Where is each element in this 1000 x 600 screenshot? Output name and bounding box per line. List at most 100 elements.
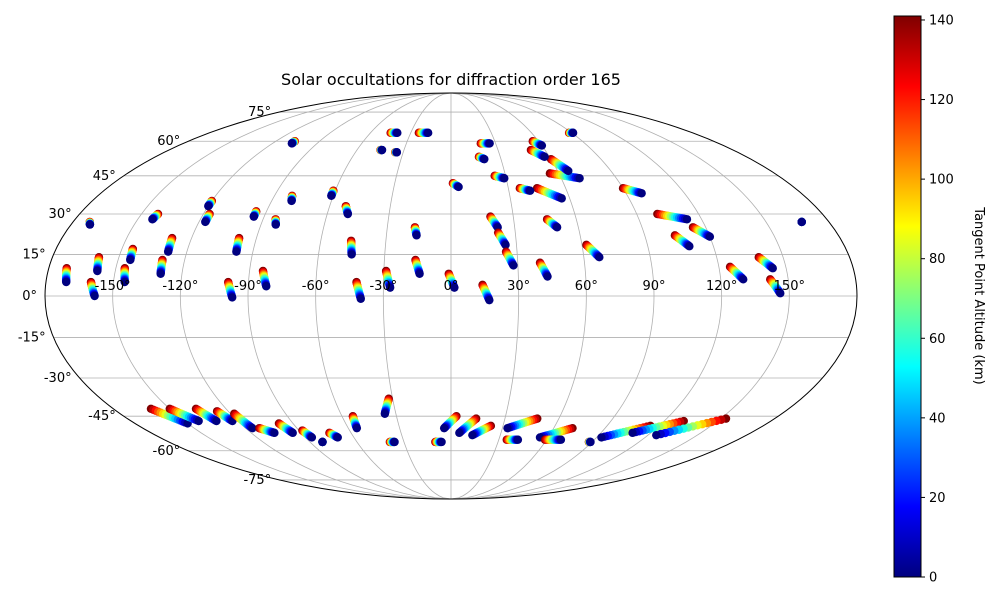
colorbar-tick-label: 60	[929, 332, 946, 347]
track-point	[597, 433, 606, 442]
track-point	[768, 264, 777, 273]
lat-tick-label: 30°	[49, 207, 72, 222]
track-point	[287, 196, 296, 206]
meridian-line	[315, 92, 452, 500]
lon-tick-label: -120°	[162, 279, 198, 294]
track-point	[356, 294, 365, 303]
track-point	[437, 437, 446, 447]
track-point	[287, 139, 297, 148]
lon-tick-label: -90°	[234, 279, 262, 294]
occultation-track	[381, 266, 395, 292]
track-point	[249, 212, 258, 221]
occultation-track	[515, 184, 535, 195]
track-point	[333, 433, 342, 442]
track-point	[377, 145, 387, 155]
colorbar: 0 20 40 60 80 100 120 140 Tangent Point Altitud…	[893, 13, 986, 586]
occultation-track	[163, 233, 177, 256]
lon-tick-label: -60°	[302, 279, 330, 294]
colorbar-tick-label: 0	[929, 571, 937, 586]
occultation-track	[148, 209, 163, 224]
track-point	[501, 240, 510, 250]
lon-tick-label: 60°	[575, 279, 598, 294]
occultation-track	[191, 404, 221, 426]
track-point	[485, 295, 494, 305]
occultation-track	[439, 411, 461, 433]
track-point	[62, 277, 71, 287]
track-point	[347, 250, 356, 259]
track-point	[392, 148, 402, 157]
track-point	[412, 231, 421, 240]
track-point	[232, 247, 241, 256]
lon-tick-label: 0°	[444, 279, 459, 294]
colorbar-tick-label: 80	[929, 252, 946, 267]
track-point	[343, 209, 353, 219]
occultation-track	[431, 437, 446, 447]
track-point	[776, 289, 785, 298]
occultation-track	[348, 411, 362, 433]
track-point	[543, 272, 552, 281]
occultation-track	[271, 215, 280, 229]
meridian-line	[450, 92, 655, 500]
occultation-track	[120, 264, 129, 287]
track-point	[552, 223, 562, 232]
track-point	[201, 217, 210, 227]
colorbar-tick-label: 40	[929, 411, 946, 426]
lat-tick-label: -75°	[243, 473, 271, 488]
occultation-track	[410, 223, 421, 240]
track-point	[682, 215, 692, 224]
occultation-track	[476, 139, 494, 148]
occultation-track	[204, 196, 217, 211]
occultation-track	[258, 266, 271, 291]
track-point	[557, 194, 566, 203]
occultation-track	[298, 426, 317, 442]
occultation-track	[725, 262, 748, 284]
track-point	[556, 435, 566, 444]
track-point	[390, 437, 399, 447]
occultation-track	[532, 184, 566, 203]
occultation-track	[327, 186, 338, 201]
track-point	[739, 275, 748, 284]
occultation-track	[582, 240, 604, 262]
occultation-track	[165, 404, 203, 426]
occultation-track	[486, 212, 502, 232]
occultation-track	[526, 145, 549, 162]
meridian-line	[112, 92, 452, 500]
occultation-track	[584, 437, 595, 447]
track-point	[685, 242, 694, 251]
occultation-track	[414, 128, 433, 138]
track-point	[450, 283, 459, 292]
track-point	[385, 283, 395, 292]
occultation-track	[653, 209, 692, 224]
meridian-line	[382, 92, 452, 500]
occultation-track	[444, 269, 459, 292]
track-point	[652, 430, 661, 440]
track-point	[194, 416, 203, 426]
colorbar-tick-label: 120	[929, 93, 954, 108]
occultation-track	[318, 437, 327, 447]
occultation-track	[501, 247, 518, 270]
occultation-track	[688, 223, 715, 241]
track-point	[120, 277, 129, 287]
track-point	[415, 269, 424, 278]
track-point	[509, 261, 518, 270]
track-point	[439, 423, 449, 433]
track-point	[513, 435, 523, 444]
occultation-track	[287, 191, 297, 206]
occultation-track	[341, 201, 353, 219]
lon-tick-label: 30°	[507, 279, 530, 294]
occultation-track	[352, 277, 365, 303]
track-point	[204, 201, 213, 211]
track-point	[93, 266, 102, 276]
occultation-track	[535, 258, 552, 281]
occultation-track	[503, 414, 542, 433]
lat-tick-label: -30°	[44, 371, 72, 386]
occultation-track	[411, 255, 424, 278]
track-point	[393, 128, 402, 138]
track-point	[248, 423, 257, 433]
occultation-track	[61, 264, 71, 287]
track-point	[288, 428, 297, 438]
occultation-track	[376, 145, 387, 155]
meridian-line	[450, 92, 790, 500]
lat-tick-label: -60°	[153, 444, 181, 459]
occultation-track	[255, 423, 279, 438]
